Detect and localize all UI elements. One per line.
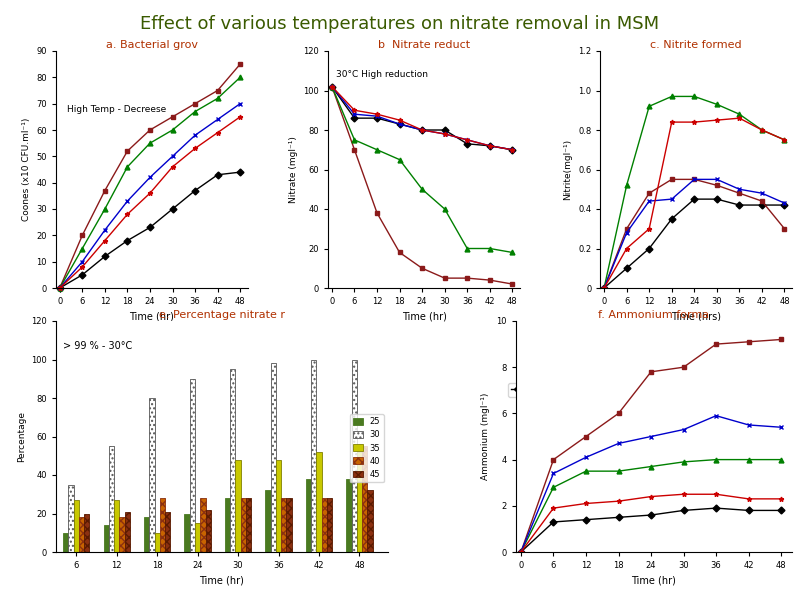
Y-axis label: Coones (x10 CFU.ml⁻¹): Coones (x10 CFU.ml⁻¹) bbox=[22, 118, 30, 221]
Bar bbox=[63, 533, 68, 552]
Bar bbox=[246, 498, 251, 552]
Bar bbox=[311, 359, 316, 552]
X-axis label: Time (hr): Time (hr) bbox=[631, 575, 676, 586]
Legend: 25, 30, 35, 40, 45: 25, 30, 35, 40, 45 bbox=[508, 383, 674, 397]
Y-axis label: Nitrate (mgl⁻¹): Nitrate (mgl⁻¹) bbox=[289, 136, 298, 203]
Bar bbox=[270, 364, 276, 552]
Bar bbox=[150, 398, 154, 552]
Bar bbox=[362, 446, 367, 552]
Bar bbox=[74, 500, 79, 552]
Bar bbox=[266, 490, 270, 552]
Bar bbox=[200, 498, 206, 552]
Bar bbox=[165, 512, 170, 552]
Bar bbox=[281, 498, 286, 552]
Text: 30°C High reduction: 30°C High reduction bbox=[336, 70, 428, 79]
Bar bbox=[84, 514, 90, 552]
Bar bbox=[206, 509, 210, 552]
Bar bbox=[154, 533, 160, 552]
Bar bbox=[190, 379, 195, 552]
Y-axis label: Ammonium (mgl⁻¹): Ammonium (mgl⁻¹) bbox=[482, 393, 490, 480]
X-axis label: Time (hrs): Time (hrs) bbox=[671, 311, 721, 322]
Bar bbox=[185, 514, 190, 552]
Title: e. Percentage nitrate r: e. Percentage nitrate r bbox=[159, 310, 285, 320]
Bar bbox=[316, 452, 322, 552]
Bar bbox=[68, 485, 74, 552]
Title: b  Nitrate reduct: b Nitrate reduct bbox=[378, 40, 470, 50]
Bar bbox=[195, 523, 200, 552]
Text: Effect of various temperatures on nitrate removal in MSM: Effect of various temperatures on nitrat… bbox=[141, 15, 659, 33]
Title: a. Bacterial grov: a. Bacterial grov bbox=[106, 40, 198, 50]
Title: f. Ammonium forma: f. Ammonium forma bbox=[598, 310, 710, 320]
Bar bbox=[109, 446, 114, 552]
Bar bbox=[144, 517, 150, 552]
Text: High Temp - Decreese: High Temp - Decreese bbox=[67, 104, 166, 113]
Bar bbox=[286, 498, 292, 552]
Bar bbox=[160, 498, 165, 552]
Bar bbox=[322, 498, 327, 552]
X-axis label: Time (hr): Time (hr) bbox=[199, 575, 244, 586]
Bar bbox=[79, 517, 84, 552]
Bar bbox=[114, 500, 119, 552]
Text: > 99 % - 30°C: > 99 % - 30°C bbox=[62, 341, 132, 351]
Bar bbox=[119, 517, 125, 552]
Bar bbox=[357, 452, 362, 552]
Bar bbox=[306, 479, 311, 552]
Bar bbox=[367, 490, 373, 552]
Y-axis label: Percentage: Percentage bbox=[17, 411, 26, 462]
Bar bbox=[230, 369, 235, 552]
Bar bbox=[241, 498, 246, 552]
Legend: 25, 30, 35, 40, 45: 25, 30, 35, 40, 45 bbox=[350, 414, 384, 482]
Title: c. Nitrite formed: c. Nitrite formed bbox=[650, 40, 742, 50]
X-axis label: Time (hr): Time (hr) bbox=[130, 311, 174, 322]
Bar bbox=[346, 479, 351, 552]
Bar bbox=[276, 460, 281, 552]
Y-axis label: Nitrite(mgl⁻¹): Nitrite(mgl⁻¹) bbox=[563, 139, 573, 200]
Bar bbox=[235, 460, 241, 552]
Bar bbox=[103, 525, 109, 552]
Bar bbox=[225, 498, 230, 552]
Bar bbox=[351, 359, 357, 552]
Bar bbox=[327, 498, 332, 552]
Bar bbox=[125, 512, 130, 552]
X-axis label: Time (hr): Time (hr) bbox=[402, 311, 446, 322]
